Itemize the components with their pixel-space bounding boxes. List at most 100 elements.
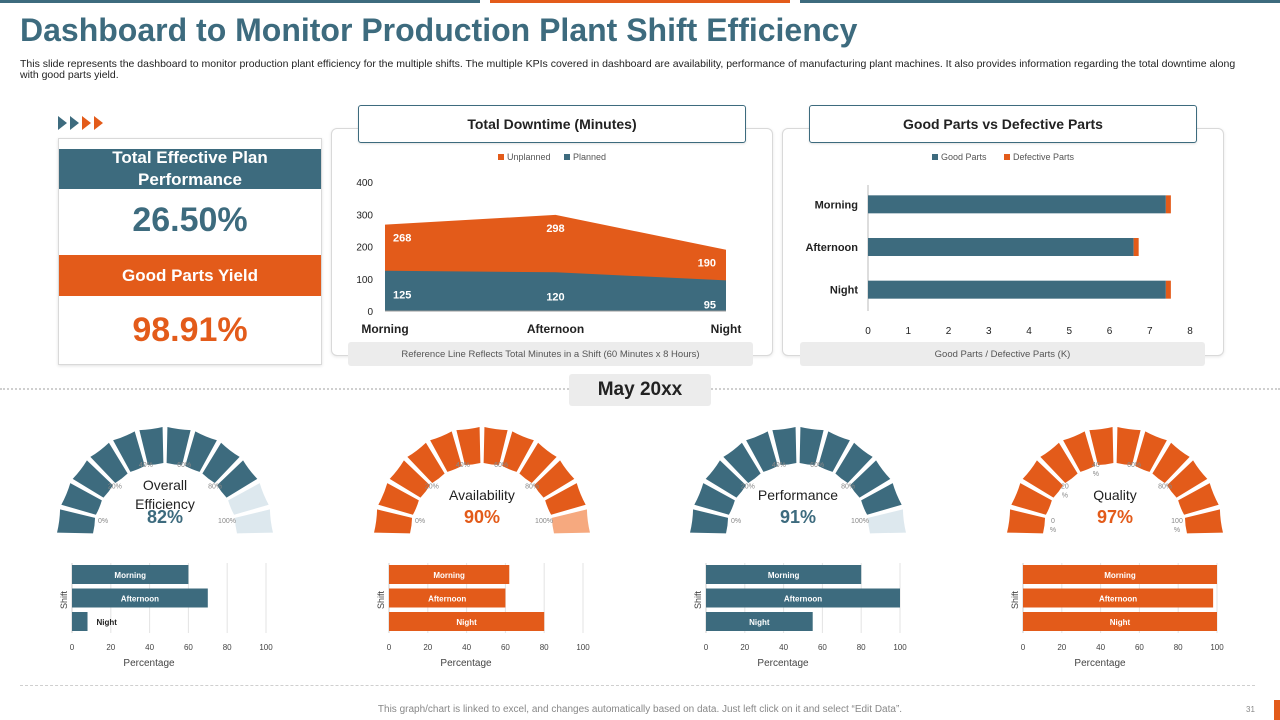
- shift-bar: [389, 612, 545, 631]
- y-axis-title: Shift: [376, 590, 386, 609]
- y-tick-label: 0: [367, 307, 373, 318]
- gauge-segment: [407, 442, 445, 483]
- x-tick-label: 20: [1057, 643, 1066, 652]
- gauge-segment: [746, 431, 778, 472]
- x-tick-label: 100: [893, 643, 907, 652]
- plan-performance-label: Total Effective Plan Performance: [59, 148, 321, 189]
- gauge-tick-label: 0%: [1050, 518, 1056, 534]
- gauge-value: 97%: [1097, 507, 1133, 527]
- x-tick-label: 2: [946, 326, 952, 337]
- x-tick-label: 1: [905, 326, 911, 337]
- gauge-segment: [1135, 431, 1167, 472]
- x-tick-label: 0: [1021, 643, 1026, 652]
- shift-bar: [1023, 588, 1214, 608]
- gauge-tick-label: 80%: [208, 483, 222, 490]
- shift-bar-label: Night: [1110, 618, 1131, 627]
- gauge-segment: [113, 431, 145, 472]
- shift-bar-label: Afternoon: [428, 595, 466, 604]
- x-tick-label: 3: [986, 326, 992, 337]
- gauge-segment: [389, 460, 430, 498]
- y-tick-label: 100: [356, 275, 373, 286]
- gauge-segment: [374, 509, 413, 534]
- gauge-segment: [690, 509, 729, 534]
- x-tick-label: 60: [818, 643, 827, 652]
- gauge-segment: [139, 427, 164, 466]
- category-label: Afternoon: [805, 242, 858, 254]
- gauge-segment: [519, 442, 557, 483]
- legend-label: Good Parts: [941, 152, 987, 162]
- good-parts-yield-value: 98.91%: [132, 311, 248, 349]
- gauge-label: Performance: [758, 487, 838, 503]
- y-axis-title: Shift: [59, 590, 69, 609]
- parts-title: Good Parts vs Defective Parts: [809, 105, 1197, 143]
- x-tick-label: 8: [1187, 326, 1193, 337]
- shift-bar: [706, 565, 862, 584]
- x-tick-label: 0: [387, 643, 392, 652]
- x-tick-label: Night: [711, 322, 742, 336]
- legend-label: Defective Parts: [1013, 152, 1075, 162]
- gauge-tick-label: 0%: [98, 518, 108, 525]
- data-label-unplanned: 268: [393, 233, 411, 245]
- legend-swatch-unplanned: [498, 154, 504, 160]
- gauge-segment: [1167, 460, 1208, 498]
- y-tick-label: 300: [356, 210, 373, 221]
- legend-swatch-planned: [564, 154, 570, 160]
- shift-bar: [72, 588, 208, 608]
- good-parts-yield-label: Good Parts Yield: [59, 255, 321, 296]
- shift-bar-label: Morning: [768, 571, 800, 580]
- gauge-segment: [705, 460, 746, 498]
- gauge-segment: [1007, 509, 1046, 534]
- gauge-tick-label: 20%: [425, 483, 439, 490]
- shift-bar: [72, 612, 88, 631]
- data-label-unplanned: 298: [546, 223, 564, 235]
- shift-bar-label: Afternoon: [784, 595, 822, 604]
- legend-label-planned: Planned: [573, 152, 606, 162]
- x-tick-label: 100: [1210, 643, 1224, 652]
- legend-swatch: [932, 154, 938, 160]
- gauge-segment: [723, 442, 761, 483]
- x-tick-label: 100: [259, 643, 273, 652]
- gauge-tick-label: 100%: [851, 518, 869, 525]
- gauge-tick-label: 0%: [731, 518, 741, 525]
- gauge-segment: [456, 427, 481, 466]
- x-tick-label: 6: [1107, 326, 1113, 337]
- gauge-segment: [850, 460, 891, 498]
- shift-bar: [706, 588, 900, 608]
- gauge-tick-label: 60%: [810, 462, 824, 469]
- x-axis-title: Percentage: [440, 658, 492, 669]
- shift-bar-label: Morning: [114, 571, 146, 580]
- gauge-segment: [57, 509, 96, 534]
- gauge-segment: [694, 483, 735, 515]
- downtime-area-chart: Unplanned Planned 0 100 200 300 400 268 298 190 12…: [356, 152, 742, 336]
- x-axis-title: Percentage: [123, 658, 175, 669]
- gauge-tick-label: 20%: [741, 483, 755, 490]
- gauge-segment: [483, 427, 508, 466]
- downtime-title: Total Downtime (Minutes): [358, 105, 746, 143]
- bar-good-parts: [868, 280, 1166, 299]
- x-tick-label: 80: [1174, 643, 1183, 652]
- gauge-segment: [502, 431, 534, 472]
- x-tick-label: 20: [106, 643, 115, 652]
- gauge-segment: [166, 427, 191, 466]
- page-corner-accent: [1274, 700, 1280, 720]
- area-planned: [385, 270, 726, 311]
- gauge-segment: [234, 509, 273, 534]
- data-label-planned: 95: [704, 299, 716, 311]
- gauge-segment: [1040, 442, 1078, 483]
- gauge-segment: [818, 431, 850, 472]
- gauge-segment: [1178, 483, 1219, 515]
- shift-bar-label: Afternoon: [121, 595, 159, 604]
- gauge-segment: [799, 427, 824, 466]
- gauge-segment: [202, 442, 240, 483]
- gauge-tick-label: 40%: [1092, 462, 1100, 478]
- parts-bar-chart: Good Parts Defective Parts Morning Afternoo…: [805, 152, 1193, 337]
- gauge-tick-label: 40%: [456, 462, 470, 469]
- x-axis-title: Percentage: [757, 658, 809, 669]
- gauge-tick-label: 40%: [772, 462, 786, 469]
- x-tick-label: 0: [70, 643, 75, 652]
- page-description: This slide represents the dashboard to m…: [20, 58, 1236, 81]
- gauge-segment: [867, 509, 906, 534]
- gauge-segment: [1011, 483, 1052, 515]
- gauge-tick-label: 0%: [415, 518, 425, 525]
- gauge-segment: [228, 483, 269, 515]
